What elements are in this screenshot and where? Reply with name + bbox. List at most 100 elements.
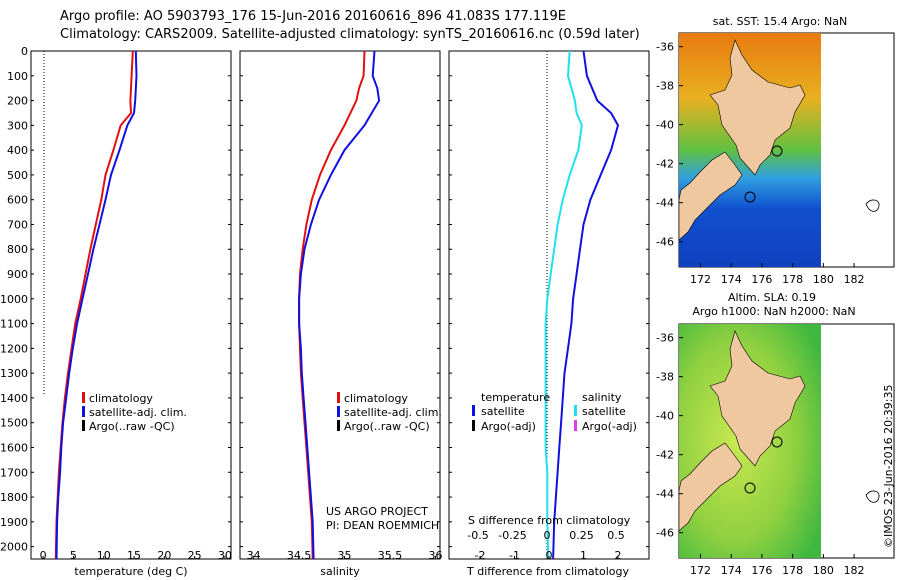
new-zealand-south-island (678, 151, 743, 241)
legend-label-temp-argo: Argo(-adj) (481, 420, 536, 433)
depth-tick-label: 700 (7, 218, 28, 231)
depth-tick-label: 1200 (0, 342, 28, 355)
new-zealand-north-island (709, 39, 806, 176)
map-lon-tick-label: 172 (690, 564, 711, 577)
temperature-series-0 (54, 50, 134, 560)
t-difference-tick-label: 0 (546, 549, 553, 562)
sst-map-title: sat. SST: 15.4 Argo: NaN (713, 15, 847, 28)
salinity-legend: climatology satellite-adj. clim. Argo(..… (326, 392, 442, 532)
map-lon-tick-label: 174 (721, 273, 742, 286)
temperature-legend: climatology satellite-adj. clim. Argo(..… (82, 392, 187, 433)
salinity-tick-label: 35.5 (378, 549, 403, 562)
s-difference-tick-label: 0.25 (569, 529, 594, 542)
legend-swatch-climatology (82, 392, 85, 403)
credit-project: US ARGO PROJECT (326, 505, 428, 518)
salinity-series-group (298, 50, 381, 560)
difference-panel-frame (448, 50, 650, 560)
difference-series-0 (552, 50, 620, 560)
map-lon-tick-label: 176 (751, 273, 772, 286)
depth-tick-label: 0 (21, 45, 28, 58)
imos-footer: ©IMOS 23-Jun-2016 20:39:35 (882, 384, 895, 548)
legend-label-satellite: satellite-adj. clim. (344, 406, 442, 419)
map-lon-tick-label: 182 (844, 273, 865, 286)
chatham-contour (865, 490, 880, 503)
t-difference-axis-label: T difference from climatology (466, 565, 629, 578)
legend-label-argo: Argo(..raw -QC) (89, 420, 175, 433)
temperature-series-1 (55, 50, 138, 560)
map-lon-tick-label: 178 (782, 564, 803, 577)
legend-title-salinity: salinity (582, 391, 622, 404)
map-lon-tick-label: 174 (721, 564, 742, 577)
credit-pi: PI: DEAN ROEMMICH (326, 519, 439, 532)
map-lat-tick-label: -46 (656, 527, 674, 540)
depth-tick-label: 1100 (0, 318, 28, 331)
s-difference-label: S difference from climatology (468, 514, 631, 527)
legend-label-sal-satellite: satellite (582, 405, 626, 418)
map-lat-tick-label: -36 (656, 332, 674, 345)
map-lon-tick-label: 176 (751, 564, 772, 577)
t-difference-tick-label: -1 (509, 549, 520, 562)
temperature-tick-label: 10 (97, 549, 111, 562)
legend-swatch-climatology (337, 392, 340, 403)
header-line-1: Argo profile: AO 5903793_176 15-Jun-2016… (60, 9, 566, 24)
depth-tick-label: 2000 (0, 541, 28, 554)
new-zealand-south-island (678, 442, 743, 532)
map-lat-tick-label: -44 (656, 197, 674, 210)
map-lon-tick-label: 180 (813, 273, 834, 286)
x-ticks-group: 0 5 10 15 20 25 30 34 34.5 35 35.5 36 -2 -1 0 1 2 -0.5 -0.… (40, 529, 625, 562)
temperature-panel-frame (30, 50, 232, 560)
s-difference-tick-label: 0 (544, 529, 551, 542)
legend-swatch-argo (82, 420, 85, 431)
t-difference-tick-label: 2 (614, 549, 621, 562)
temperature-tick-label: 20 (157, 549, 171, 562)
legend-swatch-sal-argo (574, 420, 577, 431)
t-difference-tick-label: 1 (580, 549, 587, 562)
legend-label-climatology: climatology (89, 392, 153, 405)
sst-map (678, 32, 895, 268)
map-lat-tick-label: -42 (656, 158, 674, 171)
depth-tick-label: 500 (7, 169, 28, 182)
temperature-tick-label: 15 (127, 549, 141, 562)
depth-tick-label: 100 (7, 70, 28, 83)
legend-title-temperature: temperature (481, 391, 550, 404)
argo-position-marker (771, 436, 783, 448)
salinity-tick-label: 34 (247, 549, 261, 562)
map-lat-tick-label: -38 (656, 371, 674, 384)
sla-map (678, 323, 895, 559)
map-lat-tick-label: -40 (656, 410, 674, 423)
map-lat-tick-label: -36 (656, 41, 674, 54)
legend-swatch-temp-argo (472, 420, 475, 431)
legend-label-temp-satellite: satellite (481, 405, 525, 418)
map-lon-tick-label: 178 (782, 273, 803, 286)
legend-swatch-satellite (82, 406, 85, 417)
sla-map-title-line1: Altim. SLA: 0.19 (728, 291, 816, 304)
map-lat-tick-label: -38 (656, 80, 674, 93)
legend-swatch-temp-satellite (472, 405, 475, 416)
difference-series-1 (544, 50, 583, 560)
legend-swatch-satellite (337, 406, 340, 417)
new-zealand-north-island (709, 330, 806, 467)
map-lat-tick-label: -40 (656, 119, 674, 132)
depth-tick-label: 1900 (0, 516, 28, 529)
legend-label-climatology: climatology (344, 392, 408, 405)
chatham-contour (865, 199, 880, 212)
depth-ticks-group: 0 100 200 300 400 500 600 700 800 900 1000 1100 1200… (0, 45, 649, 554)
legend-swatch-sal-satellite (574, 405, 577, 416)
legend-label-sal-argo: Argo(-adj) (582, 420, 637, 433)
map-ticks-group: -36 -38 -40 -42 -44 -46 172 174 176 178 180 182 -36 -… (656, 41, 865, 577)
depth-tick-label: 1300 (0, 367, 28, 380)
salinity-axis-label: salinity (320, 565, 360, 578)
argo-position-marker (771, 145, 783, 157)
depth-tick-label: 1000 (0, 293, 28, 306)
header-line-2: Climatology: CARS2009. Satellite-adjuste… (60, 27, 640, 42)
sla-map-title-line2: Argo h1000: NaN h2000: NaN (692, 305, 855, 318)
salinity-tick-label: 35 (338, 549, 352, 562)
depth-tick-label: 1500 (0, 417, 28, 430)
s-difference-tick-label: -0.25 (498, 529, 526, 542)
depth-tick-label: 400 (7, 144, 28, 157)
depth-tick-label: 300 (7, 119, 28, 132)
t-difference-tick-label: -2 (475, 549, 486, 562)
temperature-tick-label: 5 (70, 549, 77, 562)
reference-marker (744, 482, 756, 494)
